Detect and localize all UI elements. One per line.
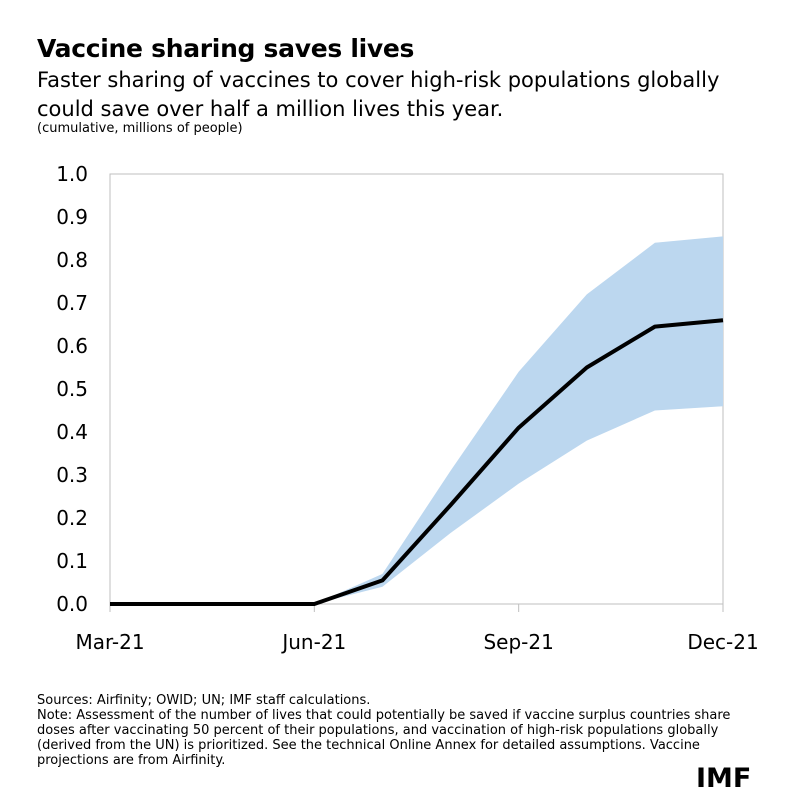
uncertainty-band	[110, 236, 723, 604]
y-tick-label: 0.9	[56, 205, 88, 229]
x-tick-label: Jun-21	[280, 630, 346, 654]
y-tick-label: 0.0	[56, 592, 88, 616]
unit-label: (cumulative, millions of people)	[37, 121, 243, 136]
x-tick-label: Sep-21	[483, 630, 553, 654]
y-tick-label: 0.1	[56, 549, 88, 573]
series-line	[110, 318, 724, 606]
imf-logo: IMF	[696, 763, 752, 794]
y-tick-label: 0.6	[56, 334, 88, 358]
y-tick-label: 0.3	[56, 463, 88, 487]
chart-title: Vaccine sharing saves lives	[37, 34, 415, 63]
sources-text: Sources: Airfinity; OWID; UN; IMF staff …	[37, 693, 371, 708]
y-tick-label: 0.5	[56, 377, 88, 401]
chart-subtitle: Faster sharing of vaccines to cover high…	[37, 68, 720, 121]
y-tick-label: 0.2	[56, 506, 88, 530]
chart-notes: Sources: Airfinity; OWID; UN; IMF staff …	[37, 693, 737, 768]
y-tick-label: 0.4	[56, 420, 88, 444]
line-chart: 0.0 0.1 0.2 0.3 0.4 0.5 0.6 0.7 0.8 0.9 1.0 Mar-21…	[56, 162, 759, 654]
y-tick-label: 0.8	[56, 248, 88, 272]
y-tick-label: 1.0	[56, 162, 88, 186]
y-tick-label: 0.7	[56, 291, 88, 315]
x-tick-label: Mar-21	[75, 630, 144, 654]
x-tick-label: Dec-21	[687, 630, 758, 654]
note-text: Note: Assessment of the number of lives …	[37, 708, 731, 768]
